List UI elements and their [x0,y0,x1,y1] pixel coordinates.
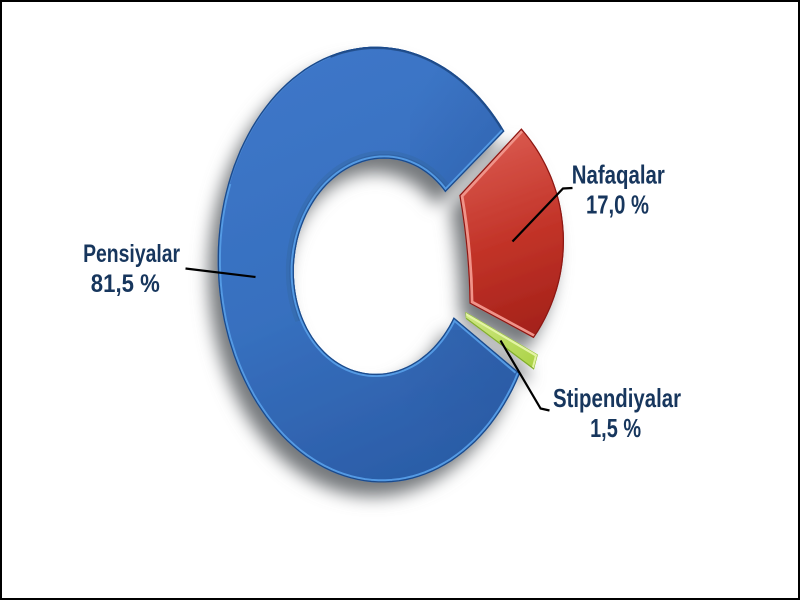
svg-text:Stipendiyalar: Stipendiyalar [553,383,681,413]
svg-text:1,5 %: 1,5 % [590,413,641,443]
svg-text:81,5 %: 81,5 % [91,270,160,298]
svg-text:17,0 %: 17,0 % [586,189,649,219]
svg-text:Pensiyalar: Pensiyalar [83,240,180,268]
svg-text:Nafaqalar: Nafaqalar [572,159,665,189]
